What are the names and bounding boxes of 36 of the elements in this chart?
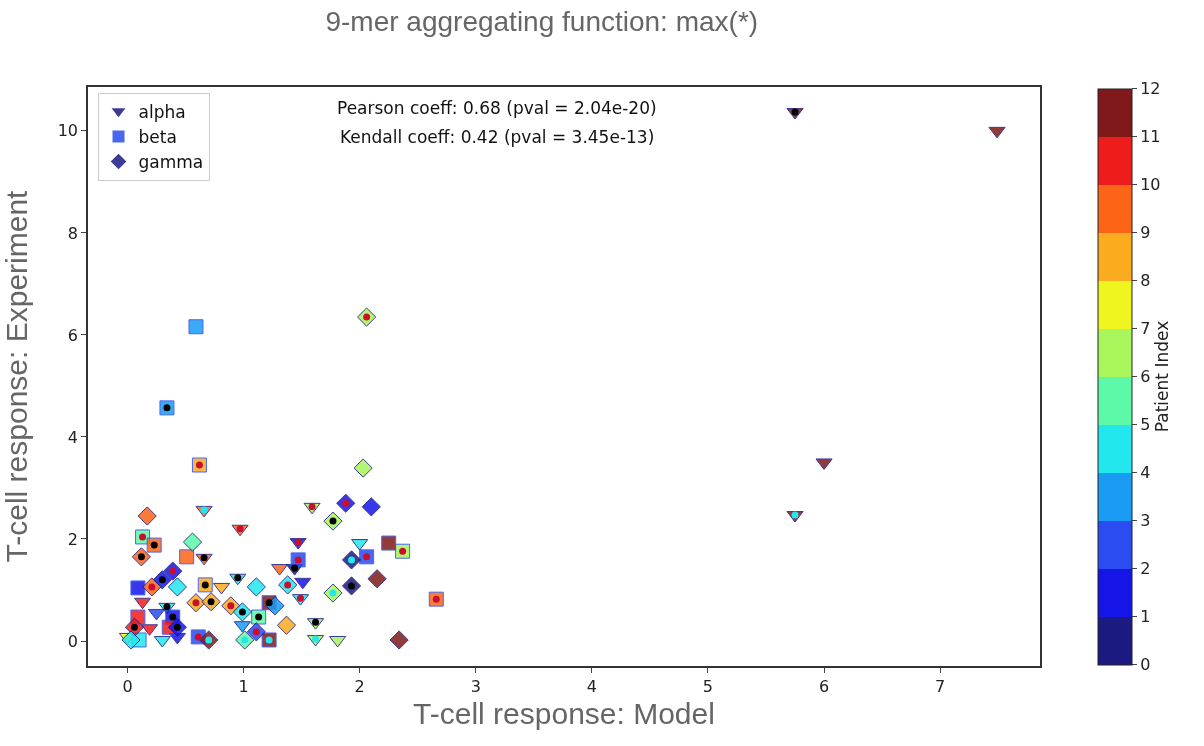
x-tick-label: 2 [354, 676, 365, 696]
legend-label: alpha [138, 101, 186, 122]
color-bar-label: 10 [1140, 175, 1161, 195]
color-bar-label: 7 [1140, 319, 1151, 339]
x-tick-label: 3 [470, 676, 481, 696]
y-tick-label: 8 [67, 223, 79, 243]
color-bar-title: Patient Index [1152, 320, 1173, 433]
color-bar-label: 11 [1140, 127, 1161, 147]
color-bar-label: 0 [1140, 655, 1151, 675]
color-bar-label: 6 [1140, 367, 1151, 387]
color-bar-label: 9 [1140, 223, 1151, 243]
y-tick-label: 0 [67, 631, 79, 651]
chart-title: 9-mer aggregating function: max(*) [325, 5, 759, 37]
y-tick-label: 4 [67, 427, 79, 447]
annotation: Kendall coeff: 0.42 (pval = 3.45e-13) [340, 127, 655, 147]
color-bar-label: 2 [1140, 559, 1151, 579]
x-axis-title: T-cell response: Model [413, 696, 715, 730]
x-tick-label: 5 [702, 676, 714, 696]
y-tick-label: 10 [57, 121, 79, 141]
color-bar-label: 8 [1140, 271, 1151, 291]
color-bar-label: 5 [1140, 415, 1151, 435]
x-tick-label: 1 [238, 676, 249, 696]
x-tick-label: 7 [935, 676, 946, 696]
y-tick-label: 2 [67, 529, 79, 549]
color-bar-label: 3 [1140, 511, 1151, 531]
color-bar-label: 1 [1140, 607, 1151, 627]
x-tick-label: 6 [818, 676, 830, 696]
legend-label: gamma [138, 152, 204, 173]
legend-label: beta [138, 127, 177, 148]
x-tick-label: 4 [586, 676, 597, 696]
y-tick-label: 6 [67, 325, 79, 345]
color-bar-label: 12 [1140, 79, 1161, 99]
y-axis-title: T-cell response: Experiment [0, 189, 33, 563]
color-bar-label: 4 [1140, 463, 1151, 483]
x-tick-label: 0 [122, 676, 133, 696]
annotation: Pearson coeff: 0.68 (pval = 2.04e-20) [337, 98, 657, 118]
